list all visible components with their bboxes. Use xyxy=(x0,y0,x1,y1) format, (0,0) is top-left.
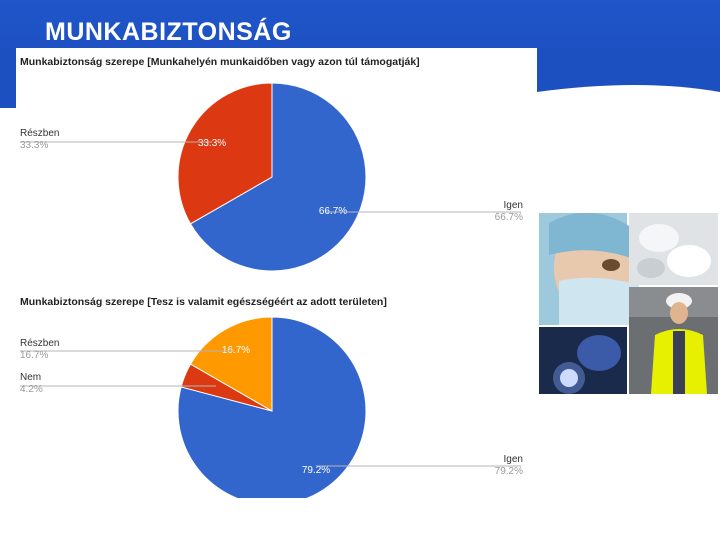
chart-panel-1: Munkabiztonság szerepe [Munkahelyén munk… xyxy=(16,48,537,288)
chart-title-1: Munkabiztonság szerepe [Munkahelyén munk… xyxy=(20,56,420,68)
chart-title-2: Munkabiztonság szerepe [Tesz is valamit … xyxy=(20,296,387,308)
pie1-slice-value-részben: 33.3% xyxy=(198,138,226,149)
pie2-legend-value-igen: 79.2% xyxy=(495,466,523,477)
pie1-slice-részben xyxy=(177,82,273,225)
pie1-slice-igen xyxy=(189,82,367,272)
page-title: MUNKABIZTONSÁG xyxy=(45,18,292,46)
pie2-slice-value-részben: 16.7% xyxy=(222,345,250,356)
pie2-legend-label-igen: Igen xyxy=(504,454,523,465)
pie1-legend-value-részben: 33.3% xyxy=(20,140,48,151)
pie2-legend-value-nem: 4.2% xyxy=(20,384,43,395)
photo-worker-vest xyxy=(629,287,718,394)
photo-respirator xyxy=(629,213,718,285)
pie2-slice-részben xyxy=(189,316,273,412)
pie2-legend-label-nem: Nem xyxy=(20,372,41,383)
photo-medical-mask xyxy=(539,213,639,325)
chart-panel-2: Munkabiztonság szerepe [Tesz is valamit … xyxy=(16,288,537,498)
photo-welder xyxy=(539,327,627,394)
pie1-legend-label-igen: Igen xyxy=(504,200,523,211)
pie2-legend-label-részben: Részben xyxy=(20,338,59,349)
pie1-legend-value-igen: 66.7% xyxy=(495,212,523,223)
pie2-slice-value-igen: 79.2% xyxy=(302,465,330,476)
pie2-slice-igen xyxy=(177,316,367,498)
safety-photo-collage xyxy=(539,213,718,394)
pie1-legend-label-részben: Részben xyxy=(20,128,59,139)
pie2-legend-value-részben: 16.7% xyxy=(20,350,48,361)
